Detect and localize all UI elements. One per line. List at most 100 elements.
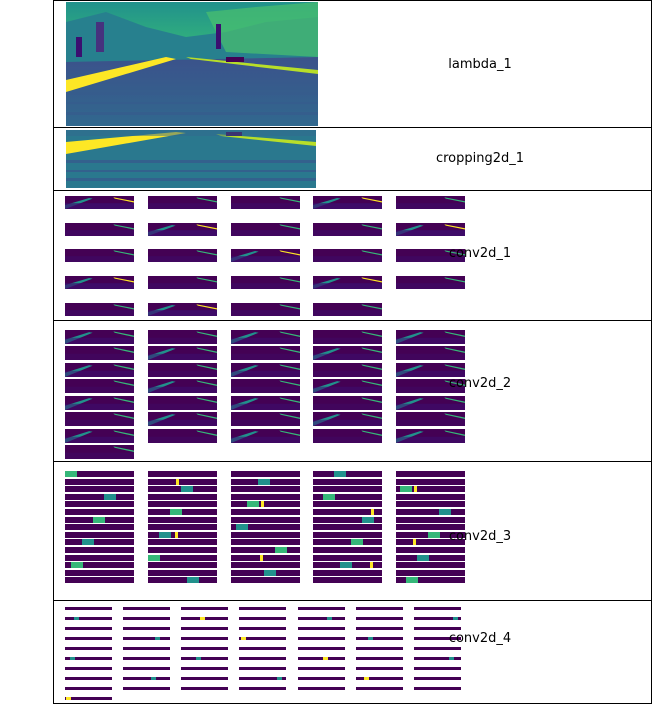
feature-map [65,478,134,485]
feature-map [231,577,300,584]
feature-map [65,223,134,236]
feature-map [148,412,217,426]
feature-map [414,667,461,670]
feature-map [65,569,134,576]
feature-map [123,627,170,630]
feature-map [396,429,465,443]
feature-map [396,516,465,523]
feature-map [231,539,300,546]
feature-map [298,617,345,620]
feature-map [65,577,134,584]
feature-map [313,501,382,508]
feature-map [123,687,170,690]
feature-map [298,677,345,680]
feature-map [313,531,382,538]
feature-map [148,303,217,316]
feature-map [148,346,217,360]
feature-map [231,363,300,377]
feature-map [231,509,300,515]
table-border [53,0,652,704]
feature-map [396,486,465,493]
feature-map [239,637,286,640]
feature-map [231,330,300,344]
feature-map [231,524,300,531]
feature-map [414,657,461,660]
feature-map [65,330,134,344]
feature-map [148,486,217,493]
layer-label: cropping2d_1 [435,151,525,166]
feature-map [313,562,382,569]
feature-map [65,412,134,426]
feature-map [231,429,300,443]
feature-map [148,501,217,508]
feature-map [298,647,345,650]
feature-map [396,524,465,531]
feature-map [298,607,345,610]
feature-map [65,486,134,493]
feature-map [396,396,465,410]
feature-map [396,249,465,262]
feature-map [356,607,403,610]
row-divider [53,127,652,128]
feature-map [396,196,465,209]
feature-map [313,509,382,515]
feature-map [313,396,382,410]
feature-map [65,627,112,630]
feature-map [148,379,217,393]
feature-map [65,617,112,620]
feature-map [239,667,286,670]
feature-map [181,657,228,660]
feature-map [148,429,217,443]
layer-label: conv2d_2 [448,376,512,391]
feature-map [298,667,345,670]
feature-map [123,647,170,650]
feature-map [65,196,134,209]
feature-map [65,501,134,508]
feature-map [65,396,134,410]
feature-map [313,412,382,426]
feature-map [181,667,228,670]
feature-map [148,562,217,569]
feature-map [65,539,134,546]
feature-map [65,471,134,477]
feature-map [123,657,170,660]
feature-map [148,396,217,410]
feature-map [65,667,112,670]
feature-map [148,547,217,553]
feature-map [313,346,382,360]
feature-map [181,677,228,680]
feature-map [313,524,382,531]
feature-map [414,617,461,620]
feature-map [231,471,300,477]
feature-map [356,687,403,690]
feature-map [231,276,300,289]
feature-map [148,223,217,236]
feature-map [123,677,170,680]
feature-map [231,396,300,410]
feature-map [396,478,465,485]
feature-map [65,516,134,523]
feature-map [396,363,465,377]
feature-map [231,493,300,500]
feature-map [181,607,228,610]
row-divider [53,600,652,601]
feature-map [231,531,300,538]
feature-map [181,687,228,690]
feature-map [313,330,382,344]
feature-map [396,493,465,500]
feature-map [148,531,217,538]
feature-map [396,562,465,569]
feature-map [313,471,382,477]
feature-map [148,478,217,485]
feature-map [65,379,134,393]
feature-map [65,524,134,531]
feature-map [313,249,382,262]
feature-map [65,554,134,561]
feature-map [356,657,403,660]
feature-map [313,303,382,316]
feature-map [313,539,382,546]
feature-map [396,223,465,236]
feature-map [65,363,134,377]
feature-map [65,637,112,640]
feature-map [65,276,134,289]
